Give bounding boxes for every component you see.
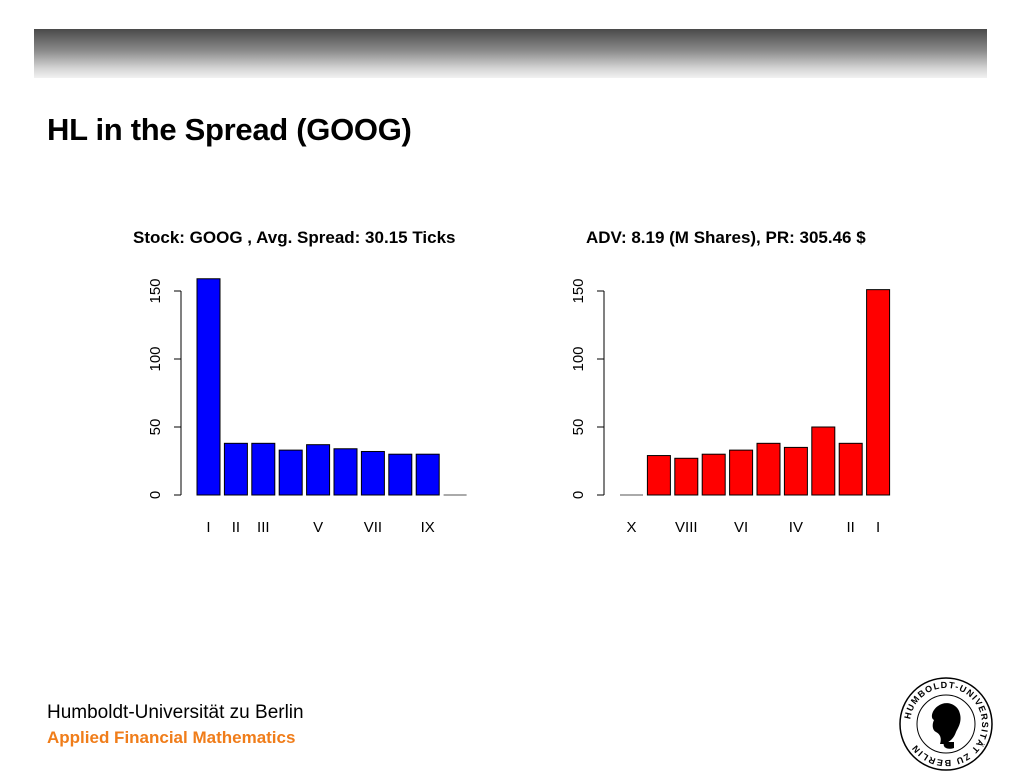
left-bar-VII: [360, 450, 385, 496]
right-y-tick-label: 100: [570, 346, 587, 371]
charts-canvas: Stock: GOOG , Avg. Spread: 30.15 Ticks 0…: [133, 228, 891, 536]
right-bar-IX: [646, 455, 671, 496]
left-bar-III: [251, 442, 276, 496]
right-bar-I: [866, 289, 891, 496]
left-x-tick-label: III: [257, 519, 270, 536]
left-bar-IV: [278, 449, 303, 496]
left-bar-V: [306, 444, 331, 496]
chart-right: ADV: 8.19 (M Shares), PR: 305.46 $ 0 50 10…: [570, 228, 891, 536]
left-bar-IX: [415, 453, 440, 496]
chart-left-title: Stock: GOOG , Avg. Spread: 30.15 Ticks: [133, 228, 456, 247]
seal-portrait-icon: [931, 703, 961, 749]
left-bar-VI: [333, 448, 358, 496]
right-x-tick-label: II: [847, 519, 855, 536]
slide-title: HL in the Spread (GOOG): [47, 112, 412, 147]
left-y-tick-label: 50: [147, 419, 164, 436]
right-x-tick-label: VIII: [675, 519, 698, 536]
left-bar-VIII: [388, 453, 413, 496]
footer-group-name: Applied Financial Mathematics: [47, 728, 296, 747]
left-x-tick-label: V: [313, 519, 323, 536]
header-gradient-band: [34, 29, 987, 78]
chart-left: Stock: GOOG , Avg. Spread: 30.15 Ticks 0…: [133, 228, 467, 536]
chart-right-title: ADV: 8.19 (M Shares), PR: 305.46 $: [586, 228, 866, 247]
left-bar-II: [223, 442, 248, 496]
right-bar-V: [756, 442, 781, 496]
right-bar-VIII: [674, 457, 699, 496]
footer-university-name: Humboldt-Universität zu Berlin: [47, 702, 304, 723]
right-y-tick-label: 150: [570, 278, 587, 303]
right-bar-III: [811, 426, 836, 496]
left-x-tick-label: I: [206, 519, 210, 536]
right-bar-II: [838, 442, 863, 496]
left-y-tick-label: 150: [147, 278, 164, 303]
right-x-tick-label: X: [626, 519, 636, 536]
right-x-tick-label: VI: [734, 519, 748, 536]
left-y-tick-label: 0: [147, 491, 164, 499]
right-bar-VII: [701, 453, 726, 496]
right-y-tick-label: 0: [570, 491, 587, 499]
left-x-tick-label: IX: [421, 519, 435, 536]
right-x-tick-label: I: [876, 519, 880, 536]
left-x-tick-label: II: [232, 519, 240, 536]
left-x-tick-label: VII: [364, 519, 382, 536]
right-y-tick-label: 50: [570, 419, 587, 436]
right-bar-IV: [783, 446, 808, 496]
right-x-tick-label: IV: [789, 519, 803, 536]
left-bar-I: [196, 278, 221, 496]
right-bar-VI: [729, 449, 754, 496]
left-y-tick-label: 100: [147, 346, 164, 371]
university-seal-logo: HUMBOLDT-UNIVERSITÄT ZU BERLIN: [899, 677, 993, 771]
